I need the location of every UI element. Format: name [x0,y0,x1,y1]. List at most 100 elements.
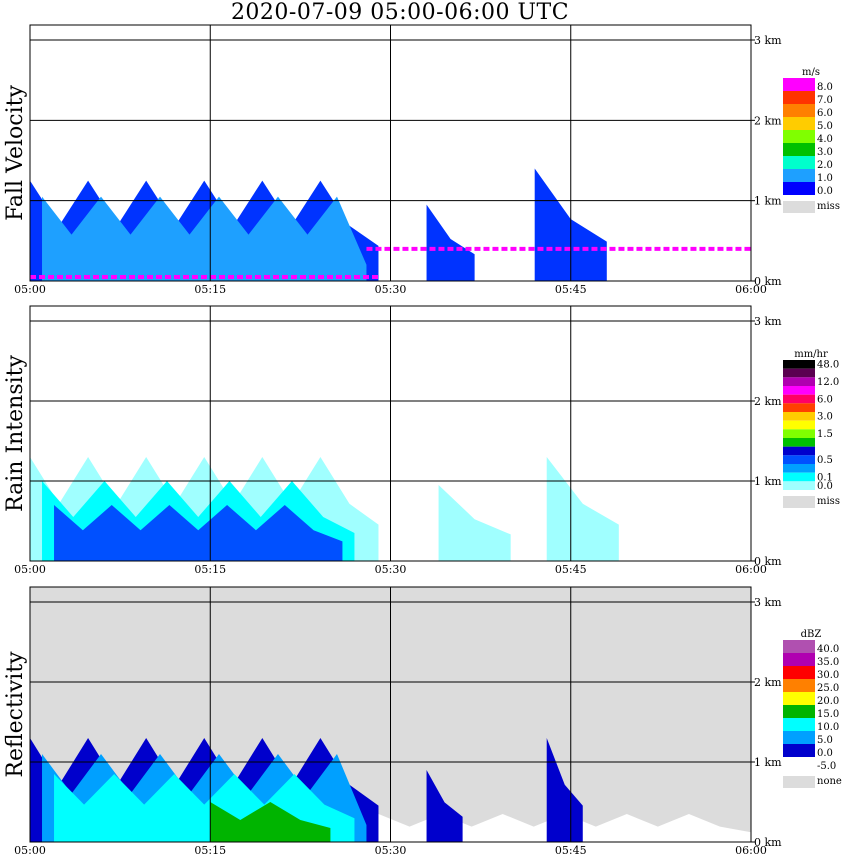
y-tick-label: 1 km [754,756,782,769]
x-tick-label: 05:00 [14,563,46,576]
legend-label: 1.5 [817,429,833,440]
legend-swatch [783,394,815,404]
x-tick-label: 05:45 [555,563,587,576]
legend-label: 1.0 [817,173,833,184]
x-tick-label: 05:45 [555,283,587,296]
y-tick-label: 0 km [754,836,782,849]
legend-swatch [783,104,815,117]
legend-unit: dBZ [801,629,822,640]
panel-1: 05:00 05:15 05:30 05:45 06:000 km 1 km 2 km 3 k… [3,24,840,296]
legend-label: 0.0 [817,481,833,492]
legend-swatch [783,368,815,378]
legend-swatch [783,744,815,757]
legend-swatch [783,679,815,692]
legend-swatch [783,776,815,788]
legend-label: 48.0 [817,360,839,371]
legend-label: none [817,776,842,787]
legend-label: 35.0 [817,657,839,668]
legend-label: 0.5 [817,455,833,466]
y-tick-label: 2 km [754,114,782,127]
legend-swatch [783,201,815,213]
echo-region [546,457,619,561]
echo-region [426,770,463,842]
legend-label: 4.0 [817,134,833,145]
echo-region [210,802,331,842]
legend-swatch [783,464,815,473]
legend-swatch [783,403,815,412]
legend-label: miss [817,496,840,507]
echo-region [42,196,367,281]
y-tick-label: 3 km [754,315,782,328]
legend-swatch [783,472,815,482]
legend-label: 7.0 [817,95,833,106]
y-axis-label: Rain Intensity [3,354,28,511]
legend-swatch [783,156,815,169]
legend-swatch [783,429,815,438]
x-tick-label: 05:15 [194,844,226,857]
legend-label: miss [817,201,840,212]
legend-swatch [783,117,815,130]
legend-label: 10.0 [817,722,839,733]
legend-swatch [783,455,815,464]
echo-region [426,204,475,281]
legend-label: 5.0 [817,735,833,746]
x-tick-label: 05:30 [375,283,407,296]
x-tick-label: 05:15 [194,563,226,576]
legend-swatch [783,169,815,182]
legend-label: 12.0 [817,377,839,388]
x-tick-label: 05:45 [555,844,587,857]
legend-swatch [783,446,815,456]
y-tick-label: 0 km [754,555,782,568]
legend-label: 0.0 [817,748,833,759]
echo-region [54,505,343,561]
legend-label: 20.0 [817,696,839,707]
x-tick-label: 06:00 [735,563,767,576]
legend-label: 3.0 [817,412,833,423]
legend-label: 8.0 [817,82,833,93]
x-tick-label: 06:00 [735,283,767,296]
legend-swatch [783,130,815,143]
legend-swatch [783,91,815,104]
legend-label: 15.0 [817,709,839,720]
legend-swatch [783,78,815,91]
echo-region [546,738,583,842]
legend-swatch [783,496,815,508]
legend-label: 40.0 [817,644,839,655]
legend-swatch [783,653,815,666]
y-tick-label: 1 km [754,475,782,488]
plot-frame [29,305,752,562]
y-axis-label: Fall Velocity [3,85,28,221]
y-tick-label: 2 km [754,676,782,689]
legend-label: 6.0 [817,108,833,119]
legend-swatch [783,143,815,156]
y-axis-label: Reflectivity [3,651,28,778]
legend-label: 6.0 [817,394,833,405]
x-tick-label: 05:30 [375,844,407,857]
legend-unit: mm/hr [794,349,828,360]
legend-label: 30.0 [817,670,839,681]
panel-3: 05:00 05:15 05:30 05:45 06:000 km 1 km 2 km 3 k… [3,586,842,857]
x-tick-label: 05:00 [14,283,46,296]
legend-swatch [783,412,815,421]
legend-label: -5.0 [817,761,836,772]
y-tick-label: 1 km [754,195,782,208]
y-tick-label: 2 km [754,395,782,408]
legend-swatch [783,438,815,447]
panel-2: 05:00 05:15 05:30 05:45 06:000 km 1 km 2 km 3 k… [3,305,840,576]
legend-swatch [783,731,815,744]
legend-label: 3.0 [817,147,833,158]
plot-frame [29,24,752,282]
y-tick-label: 0 km [754,275,782,288]
legend-swatch [783,386,815,395]
legend-swatch [783,757,815,770]
legend-swatch [783,182,815,195]
plot-frame [29,586,752,843]
legend-swatch [783,360,815,369]
legend-label: 0.0 [817,186,833,197]
legend-unit: m/s [802,67,820,78]
legend-swatch [783,640,815,653]
legend-swatch [783,705,815,718]
legend-swatch [783,666,815,679]
x-tick-label: 05:00 [14,844,46,857]
